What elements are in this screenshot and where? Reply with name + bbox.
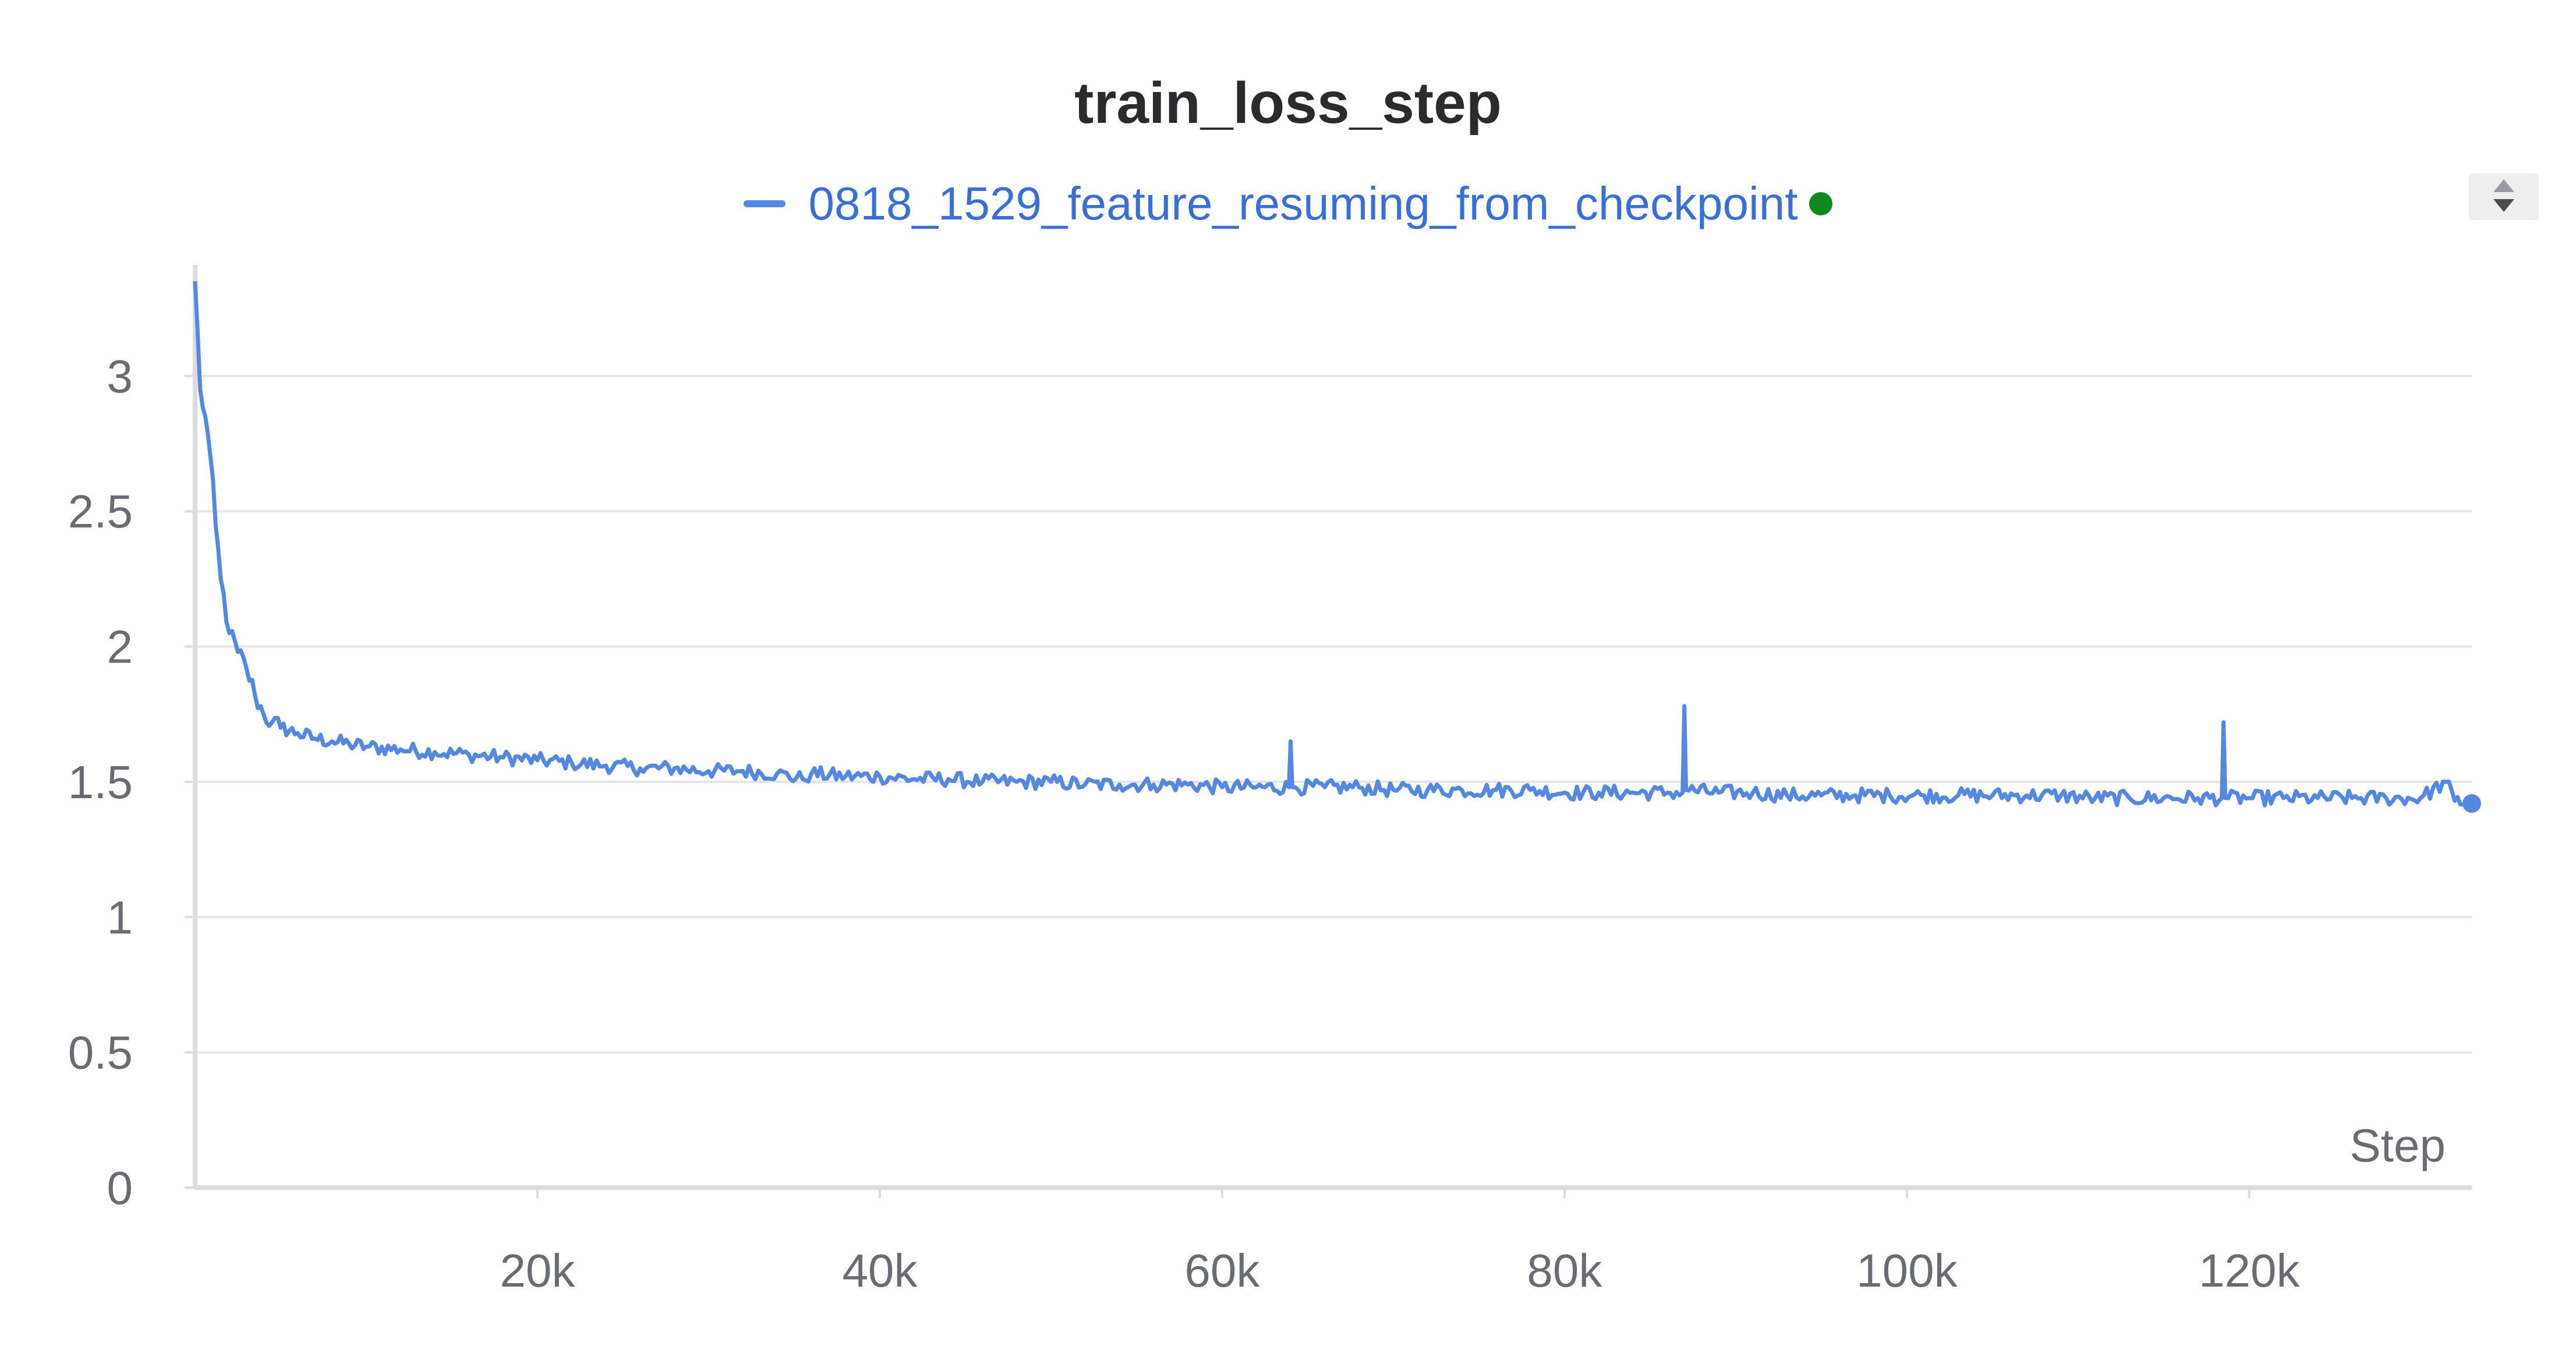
y-tick-label: 2	[107, 621, 133, 673]
y-tick-label: 1	[107, 891, 133, 943]
scroll-down-icon[interactable]	[2493, 199, 2514, 212]
x-tick-label: 100k	[1856, 1245, 1958, 1297]
tick-labels: 0 0.5 1 1.5 2 2.5 3 20k 40k 60k 80k 100k 120k	[68, 350, 2301, 1297]
legend-scroller[interactable]	[2469, 173, 2539, 220]
x-tick-label: 80k	[1527, 1245, 1602, 1297]
legend-series-swatch	[743, 200, 785, 207]
series-line[interactable]	[193, 281, 2473, 807]
x-tick-label: 60k	[1184, 1245, 1260, 1297]
grid-lines	[195, 374, 2472, 1054]
x-tick-label: 120k	[2199, 1245, 2300, 1297]
scroll-up-icon[interactable]	[2493, 179, 2514, 192]
series-end-point[interactable]	[2462, 794, 2481, 813]
y-tick-label: 3	[107, 350, 133, 402]
y-tick-label: 0	[107, 1162, 133, 1214]
legend-series-label[interactable]: 0818_1529_feature_resuming_from_checkpoi…	[808, 178, 1798, 229]
series-layer	[193, 281, 2481, 813]
y-tick-label: 1.5	[68, 756, 133, 808]
run-status-dot-icon	[1809, 192, 1833, 215]
y-tick-label: 2.5	[68, 486, 133, 537]
legend: 0818_1529_feature_resuming_from_checkpoi…	[0, 175, 2576, 233]
x-axis-label: Step	[2349, 1120, 2446, 1171]
axes	[185, 265, 2472, 1198]
x-tick-label: 20k	[500, 1245, 575, 1297]
x-tick-label: 40k	[842, 1245, 918, 1297]
chart-title: train_loss_step	[1074, 70, 1502, 136]
y-tick-label: 0.5	[68, 1027, 133, 1079]
